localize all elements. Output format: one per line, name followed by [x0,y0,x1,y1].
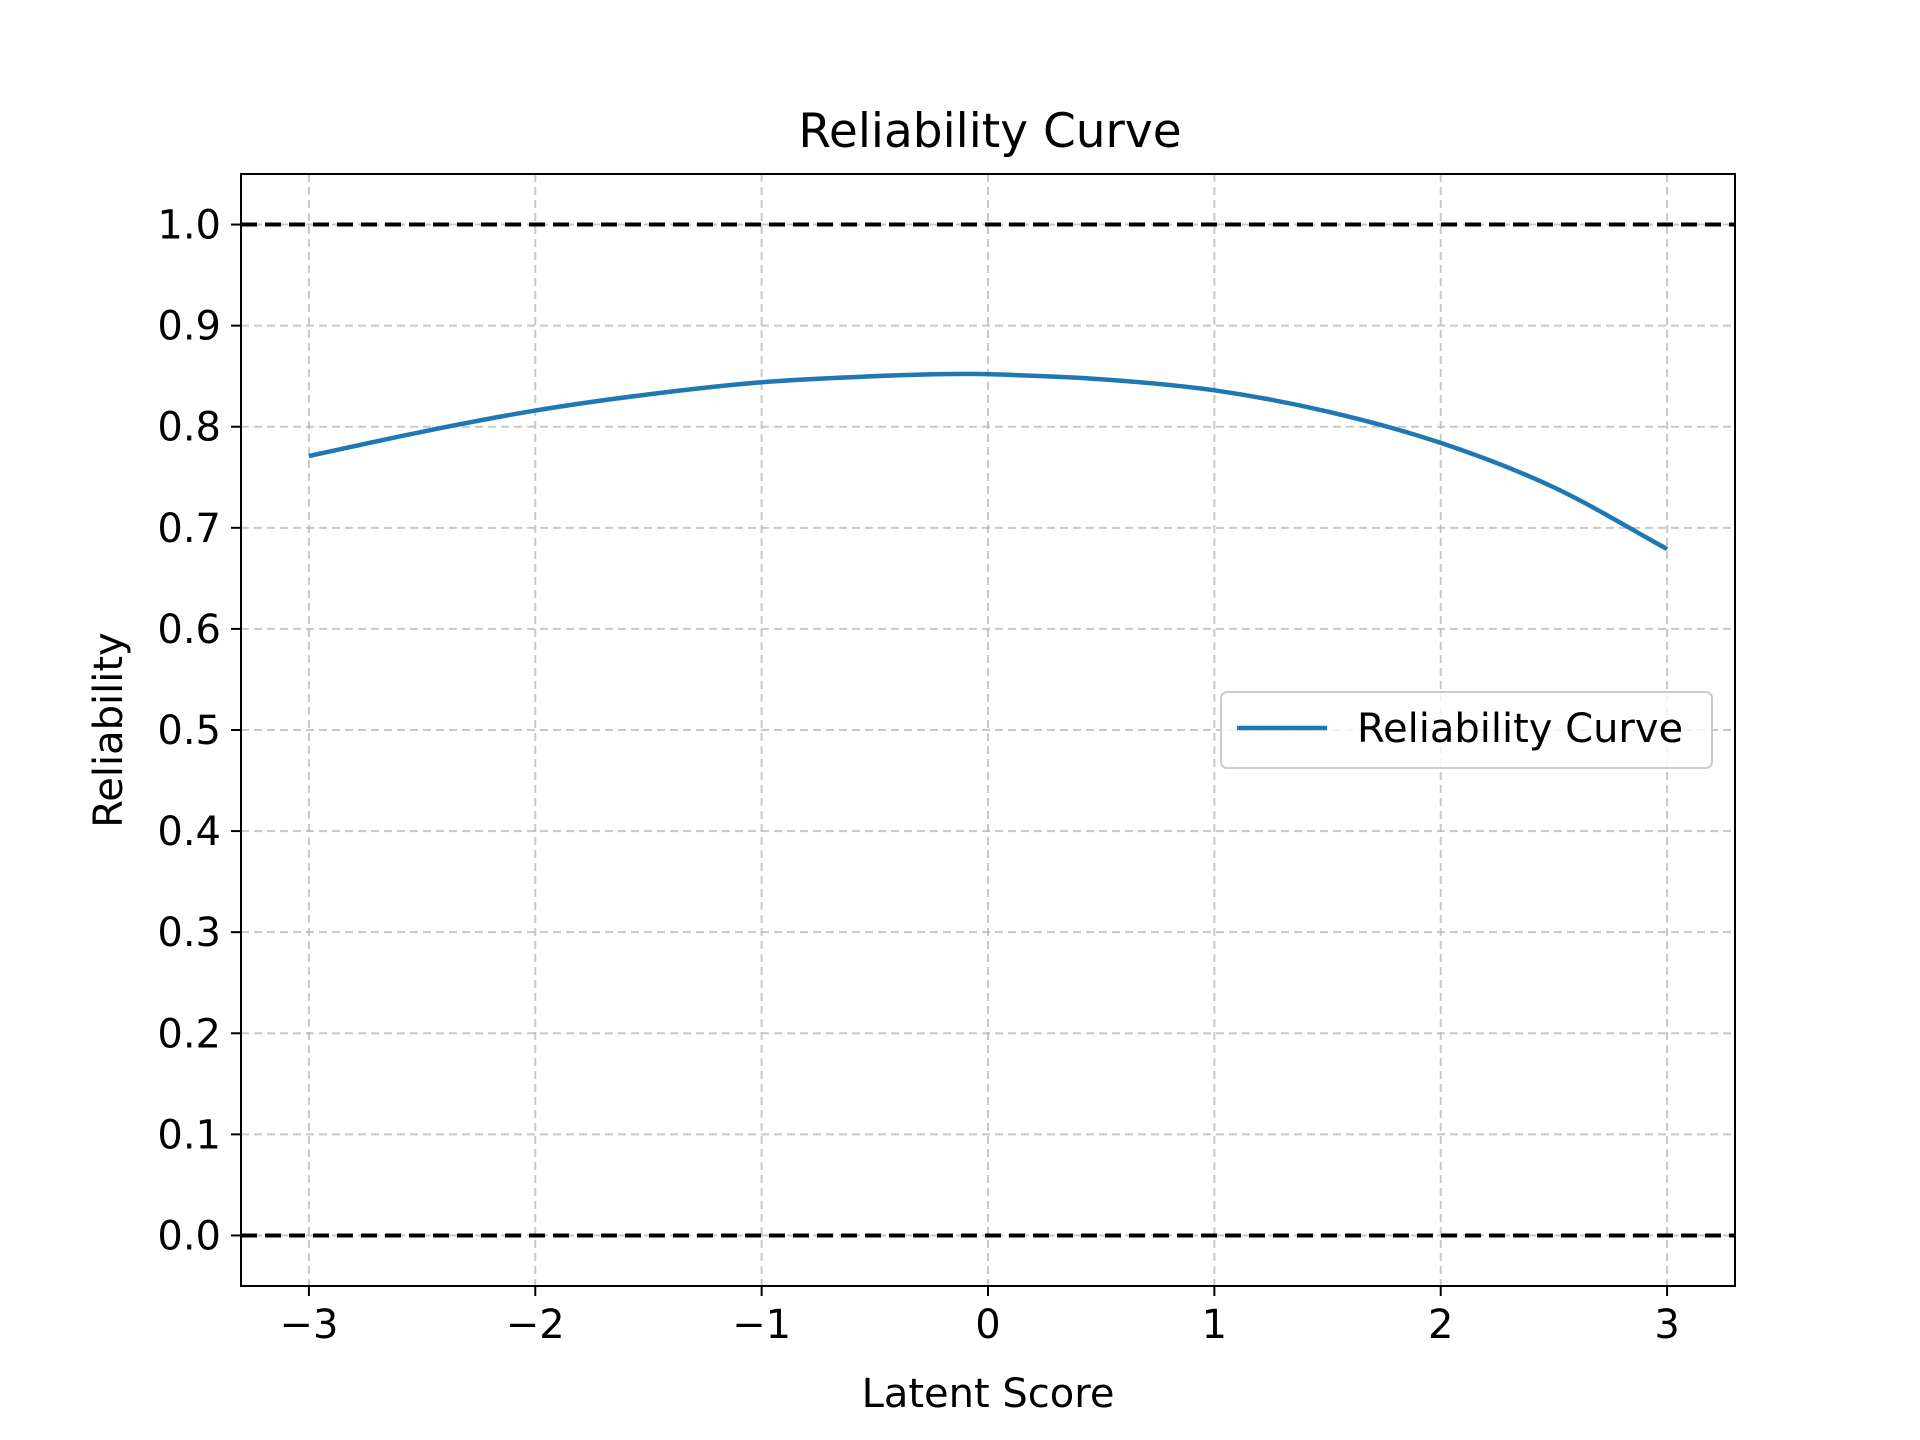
x-axis: −3 −2 −1 0 1 2 3 [279,1286,1680,1348]
y-tick-label: 0.6 [157,607,221,653]
y-axis: 0.0 0.1 0.2 0.3 0.4 0.5 0.6 0.7 0.8 0.9 1.0 [157,203,241,1259]
y-tick-label: 0.8 [157,405,221,451]
series-line [308,371,1669,552]
chart-title: Reliability Curve [798,104,1181,159]
y-tick-label: 0.9 [157,304,221,350]
y-axis-title: Reliability [86,632,132,827]
y-tick-label: 0.3 [157,910,221,956]
legend-box [1220,691,1713,769]
y-tick-label: 0.7 [157,506,221,552]
y-tick-label: 0.0 [157,1213,221,1259]
grid [241,174,1735,1286]
x-tick-label: 2 [1428,1302,1453,1348]
series-layer [308,371,1669,552]
y-tick-label: 1.0 [157,203,221,249]
x-tick-label: 3 [1654,1302,1679,1348]
y-tick-label: 0.1 [157,1112,221,1158]
x-axis-title: Latent Score [862,1371,1115,1417]
x-tick-label: −1 [732,1302,791,1348]
x-tick-label: −3 [279,1302,338,1348]
x-tick-label: −2 [506,1302,565,1348]
x-tick-label: 0 [975,1302,1000,1348]
reference-lines [241,222,1735,1238]
y-tick-label: 0.4 [157,809,221,855]
legend-label: Reliability Curve [1357,706,1683,752]
legend: Reliability Curve [1220,691,1713,769]
y-tick-label: 0.5 [157,708,221,754]
x-tick-label: 1 [1202,1302,1227,1348]
y-tick-label: 0.2 [157,1011,221,1057]
